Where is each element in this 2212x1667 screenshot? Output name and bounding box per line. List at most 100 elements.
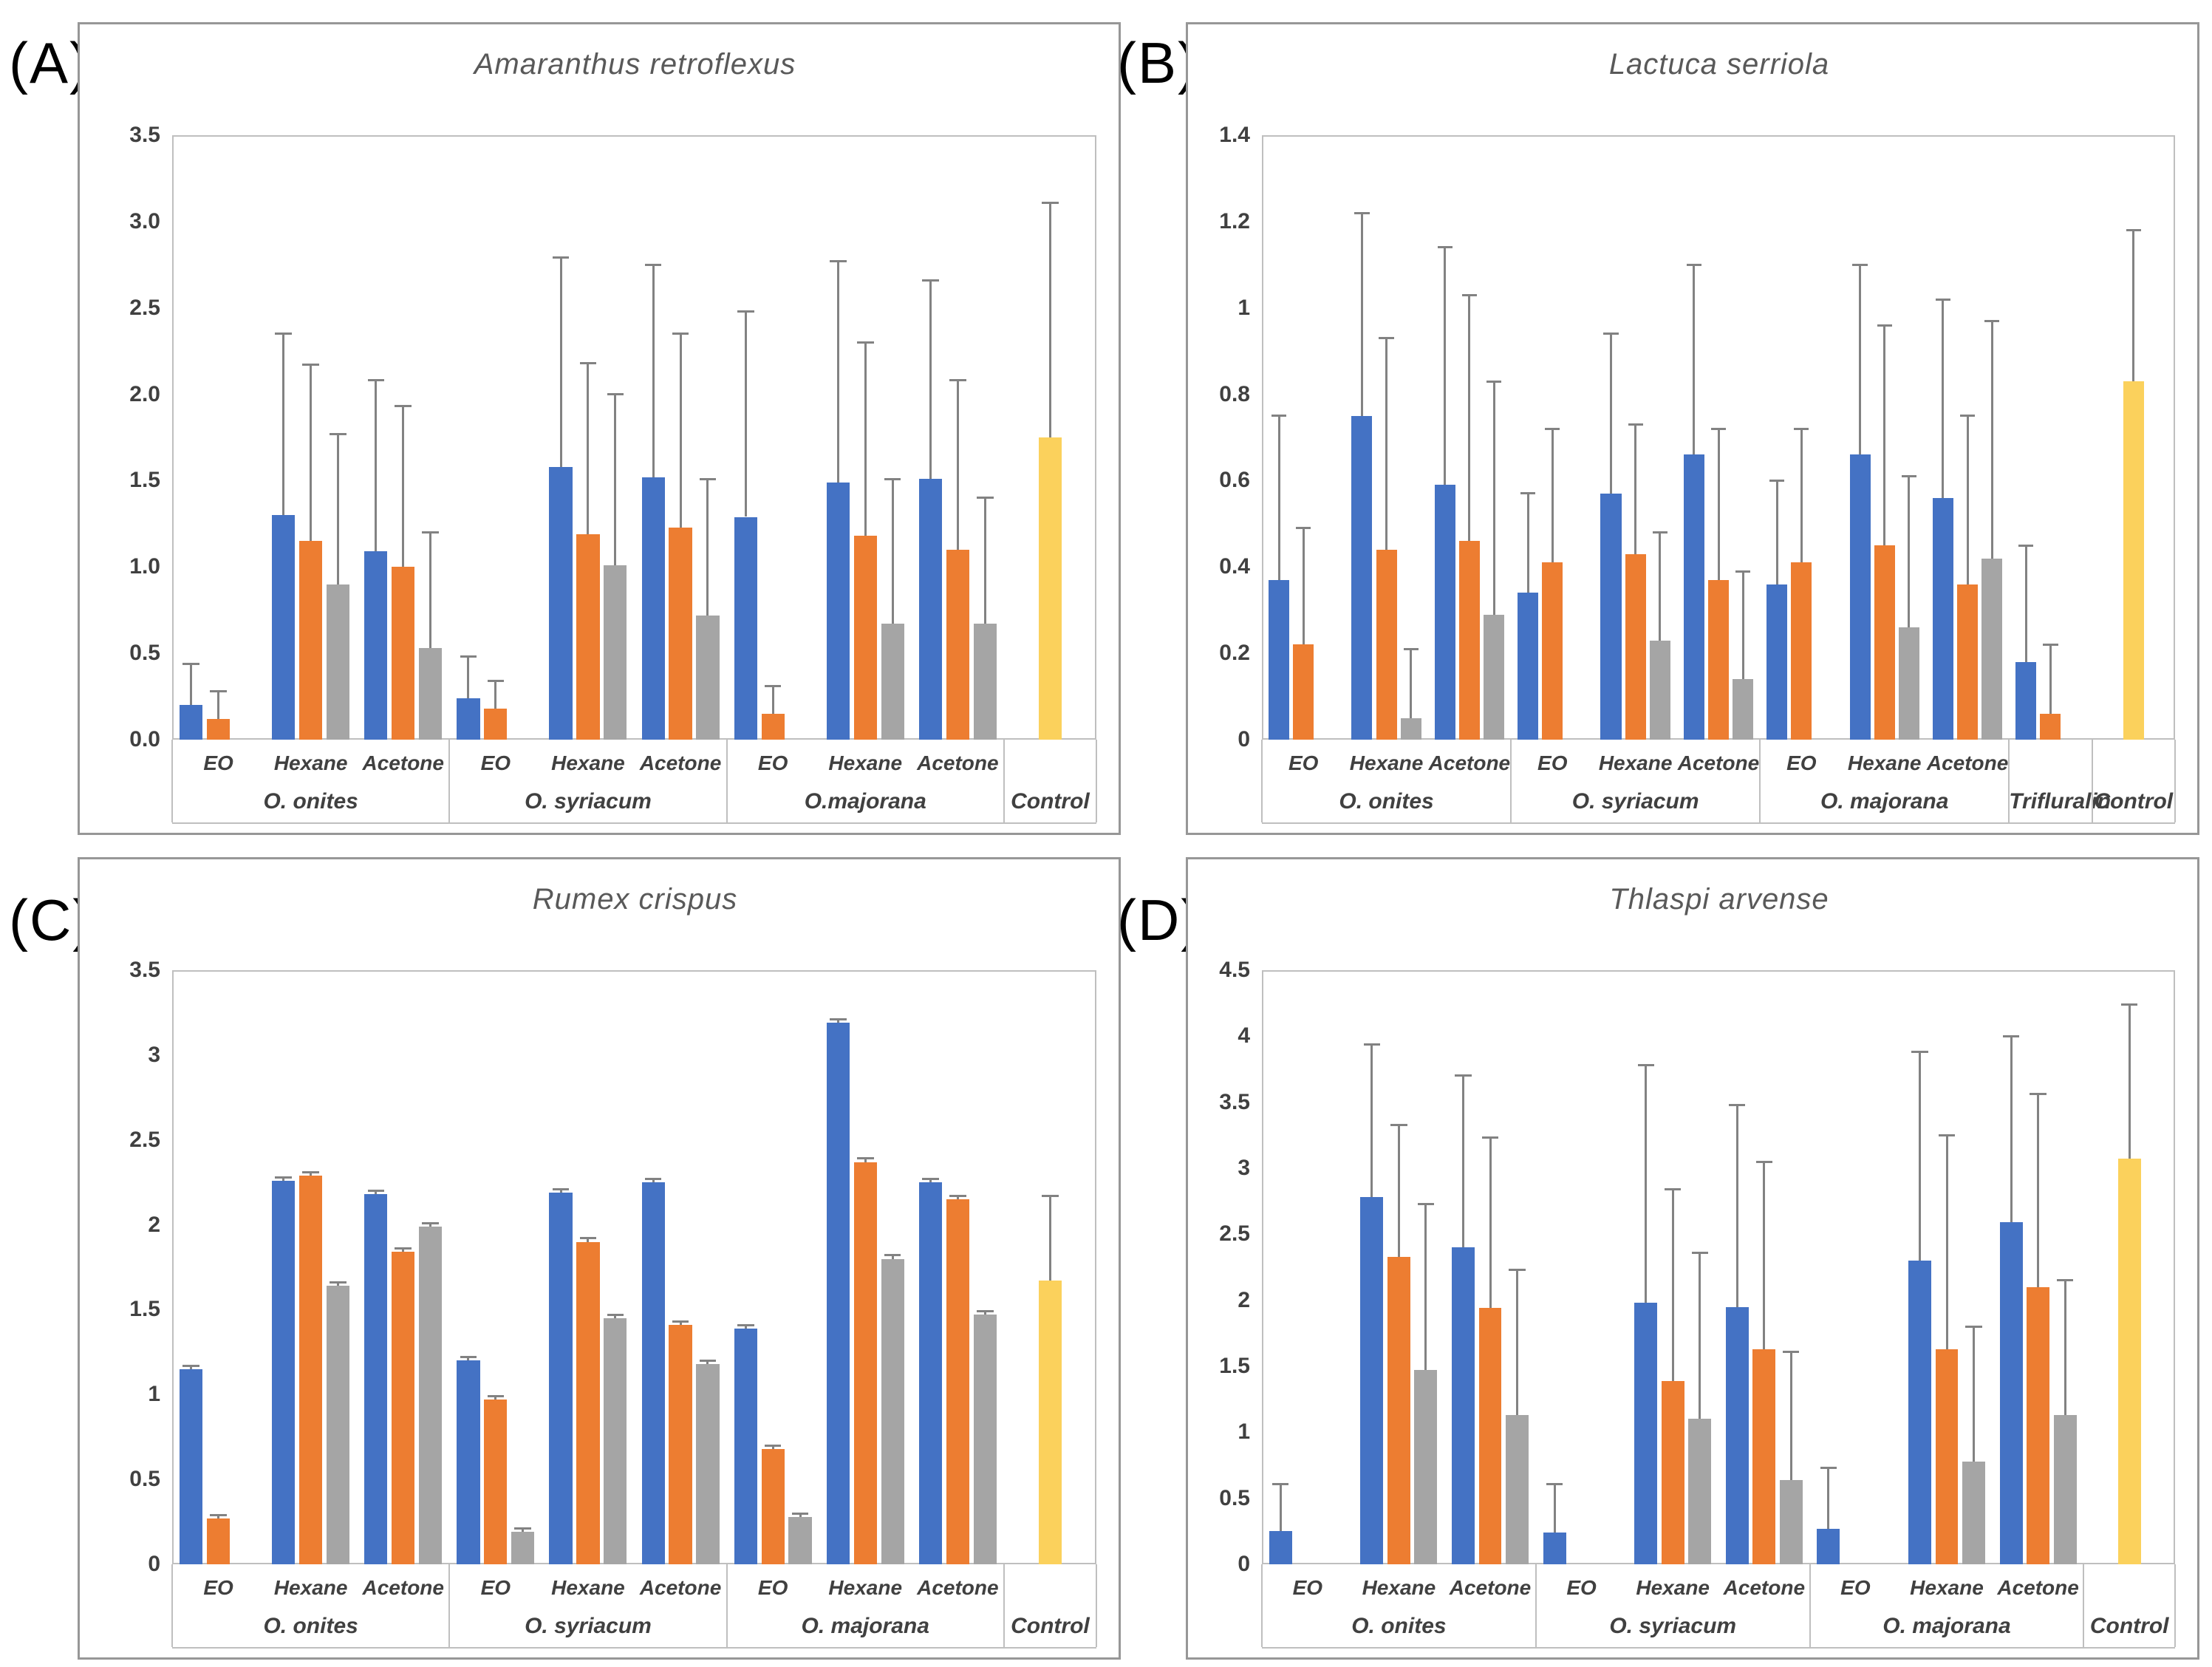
x-axis-bottom-line <box>172 822 1096 824</box>
y-axis-tick-label: 1.2 <box>1219 208 1250 233</box>
x-axis-group-separator <box>171 1564 173 1647</box>
error-bar-cap <box>2043 643 2058 646</box>
error-bar-cap <box>672 333 689 335</box>
x-axis-category-label: Hexane <box>273 1576 348 1599</box>
error-bar-cap <box>395 405 412 408</box>
error-bar-cap <box>367 1190 385 1193</box>
bar-orange <box>576 1241 600 1564</box>
bar-blue <box>549 466 573 740</box>
y-axis-tick-label: 2 <box>148 1212 160 1237</box>
x-axis-category-label: Hexane <box>1598 751 1673 774</box>
bar-gray <box>881 624 904 740</box>
bar-blue <box>734 517 757 740</box>
error-bar-line <box>2049 644 2052 714</box>
error-bar-line <box>891 1255 894 1259</box>
y-axis-tick-label: 0.4 <box>1219 554 1250 579</box>
error-bar-line <box>614 394 617 565</box>
error-bar-cap <box>1042 201 1059 204</box>
y-axis-tick-label: 3.5 <box>129 958 160 982</box>
error-bar-line <box>1990 321 1993 559</box>
bar-gray <box>696 1363 720 1564</box>
error-bar-cap <box>1520 492 1536 495</box>
x-axis-group-label: Control <box>2089 1614 2169 1638</box>
y-axis-tick-label: 2.5 <box>1219 1221 1250 1247</box>
bar-orange <box>761 713 785 740</box>
error-bar-cap <box>367 379 385 382</box>
error-bar-line <box>1360 213 1363 416</box>
x-axis-category-label: Acetone <box>1723 1576 1806 1599</box>
bar-blue <box>641 477 665 740</box>
error-bar-cap <box>1628 423 1643 426</box>
bar-gray <box>326 584 350 740</box>
bar-gray <box>1981 558 2003 740</box>
error-bar-cap <box>976 1310 994 1313</box>
error-bar-cap <box>487 680 505 683</box>
bar-blue <box>918 1182 943 1564</box>
error-bar-line <box>1277 415 1280 580</box>
bar-orange <box>1542 562 1563 740</box>
y-axis-tick-label: 3 <box>148 1042 160 1067</box>
error-bar-line <box>1515 1269 1518 1416</box>
error-bar-line <box>1945 1135 1948 1349</box>
bar-blue <box>1434 485 1455 740</box>
plot-area <box>1262 970 2175 1564</box>
x-axis-group-label: Control <box>1011 1614 1090 1638</box>
y-axis-tick-label: 2.0 <box>129 381 160 406</box>
x-axis-group-separator <box>1535 1564 1537 1647</box>
bar-orange <box>299 1175 323 1564</box>
error-bar-line <box>1526 493 1529 593</box>
bar-orange <box>2027 1286 2050 1564</box>
x-axis-group-label: Trifluralin <box>2009 789 2112 814</box>
x-axis-group-label: O. majorana <box>1820 789 1949 814</box>
x-axis-group-label: O. majorana <box>1882 1614 2011 1638</box>
error-bar-line <box>429 1223 432 1227</box>
error-bar-cap <box>672 1320 689 1323</box>
error-bar-line <box>1462 1075 1465 1248</box>
bar-control <box>2123 381 2144 740</box>
y-axis-tick-label: 3.5 <box>1219 1089 1250 1114</box>
error-bar-line <box>337 1282 340 1286</box>
error-bar-cap <box>1938 1134 1956 1136</box>
error-bar-cap <box>2030 1093 2047 1096</box>
bar-blue <box>1269 1531 1292 1564</box>
x-axis-group-separator <box>2174 740 2176 822</box>
bar-orange <box>1707 579 1730 740</box>
error-bar-line <box>190 1366 193 1369</box>
error-bar-cap <box>2126 229 2141 232</box>
error-bar-line <box>282 1177 285 1181</box>
error-bar-cap <box>1271 415 1287 417</box>
panel-b-box: Lactuca serriola 0 0.2 0.4 0.6 0.8 1 1.2 1.4 EO H… <box>1186 22 2199 835</box>
panel-a-title: Amaranthus retroflexus <box>474 48 796 81</box>
error-bar-cap <box>302 364 319 367</box>
error-bar-line <box>494 681 497 709</box>
error-bar-cap <box>699 477 717 480</box>
x-axis-category-label: Hexane <box>1362 1576 1436 1599</box>
bar-gray <box>326 1286 350 1564</box>
bar-blue <box>457 1360 480 1564</box>
x-axis-group-label: O. onites <box>1351 1614 1447 1638</box>
error-bar-line <box>1800 429 1803 563</box>
bar-blue <box>1908 1261 1931 1564</box>
error-bar-cap <box>1545 427 1560 430</box>
y-axis-tick-label: 0 <box>1238 727 1250 751</box>
bar-gray <box>973 1315 997 1564</box>
error-bar-cap <box>949 1195 966 1198</box>
y-axis-tick-label: 0.0 <box>129 727 160 751</box>
error-bar-cap <box>644 263 662 266</box>
x-axis-bottom-line <box>1262 1647 2175 1649</box>
error-bar-cap <box>395 1247 412 1250</box>
bar-gray <box>1962 1461 1985 1564</box>
bar-blue <box>180 705 203 740</box>
x-axis-category-label: EO <box>1786 751 1817 774</box>
bar-orange <box>1874 545 1895 740</box>
error-bar-line <box>1741 571 1744 680</box>
x-axis-category-label: Hexane <box>1910 1576 1984 1599</box>
error-bar-line <box>310 364 313 542</box>
error-bar-line <box>2010 1036 2013 1223</box>
error-bar-line <box>1048 1196 1051 1281</box>
bar-orange <box>1752 1349 1776 1564</box>
error-bar-cap <box>487 1395 505 1398</box>
bar-orange <box>2040 713 2061 740</box>
x-axis-group-separator <box>726 740 728 822</box>
x-axis-group-label: O.majorana <box>804 789 926 814</box>
